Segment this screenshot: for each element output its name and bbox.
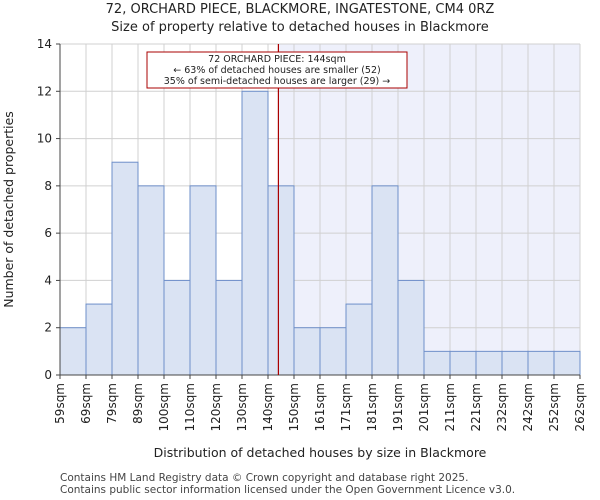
y-tick-label: 6 xyxy=(44,226,52,240)
x-tick-label: 262sqm xyxy=(573,383,587,431)
x-tick-label: 191sqm xyxy=(391,383,405,431)
x-tick-label: 201sqm xyxy=(417,383,431,431)
y-tick-label: 2 xyxy=(44,321,52,335)
x-tick-label: 69sqm xyxy=(79,383,93,424)
y-tick-label: 8 xyxy=(44,179,52,193)
x-tick-label: 120sqm xyxy=(209,383,223,431)
y-tick-label: 10 xyxy=(37,132,52,146)
bar xyxy=(189,185,217,376)
x-tick-label: 171sqm xyxy=(339,383,353,431)
bar xyxy=(475,350,503,376)
y-tick-label: 12 xyxy=(37,84,52,98)
bar xyxy=(345,303,373,376)
x-tick-label: 79sqm xyxy=(105,383,119,424)
x-tick-label: 150sqm xyxy=(287,383,301,431)
y-tick-label: 0 xyxy=(44,368,52,382)
footer-line-2: Contains public sector information licen… xyxy=(60,484,516,496)
bar xyxy=(59,327,87,376)
bar xyxy=(241,90,269,376)
highlight-region xyxy=(278,44,580,375)
bar xyxy=(137,185,165,376)
x-tick-label: 161sqm xyxy=(313,383,327,431)
bar xyxy=(527,350,555,376)
chart-title: 72, ORCHARD PIECE, BLACKMORE, INGATESTON… xyxy=(105,2,495,17)
x-tick-label: 242sqm xyxy=(521,383,535,431)
bar xyxy=(501,350,529,376)
chart-subtitle: Size of property relative to detached ho… xyxy=(111,20,489,35)
annotation-line: 72 ORCHARD PIECE: 144sqm xyxy=(208,54,346,65)
bar xyxy=(449,350,477,376)
annotation-line: ← 63% of detached houses are smaller (52… xyxy=(173,65,380,76)
x-tick-label: 89sqm xyxy=(131,383,145,424)
x-tick-label: 100sqm xyxy=(157,383,171,431)
bar xyxy=(85,303,113,376)
annotation-line: 35% of semi-detached houses are larger (… xyxy=(164,76,391,87)
y-tick-label: 14 xyxy=(37,37,52,51)
bar xyxy=(215,279,243,376)
x-tick-label: 252sqm xyxy=(547,383,561,431)
x-tick-label: 130sqm xyxy=(235,383,249,431)
bar xyxy=(553,350,581,376)
x-tick-label: 211sqm xyxy=(443,383,457,431)
annotation-box xyxy=(146,51,408,89)
bar xyxy=(397,279,425,376)
y-tick-label: 4 xyxy=(44,273,52,287)
x-tick-label: 140sqm xyxy=(261,383,275,431)
y-axis-label: Number of detached properties xyxy=(1,111,16,308)
bar xyxy=(267,185,295,376)
bar xyxy=(423,350,451,376)
x-tick-label: 110sqm xyxy=(183,383,197,431)
bar xyxy=(163,279,191,376)
bar xyxy=(371,185,399,376)
x-tick-label: 221sqm xyxy=(469,383,483,431)
bar xyxy=(111,161,139,376)
footer-line-1: Contains HM Land Registry data © Crown c… xyxy=(60,472,469,484)
x-tick-label: 181sqm xyxy=(365,383,379,431)
x-tick-label: 232sqm xyxy=(495,383,509,431)
x-axis-label: Distribution of detached houses by size … xyxy=(154,445,487,460)
bar xyxy=(319,327,347,376)
bar xyxy=(293,327,321,376)
x-tick-label: 59sqm xyxy=(53,383,67,424)
